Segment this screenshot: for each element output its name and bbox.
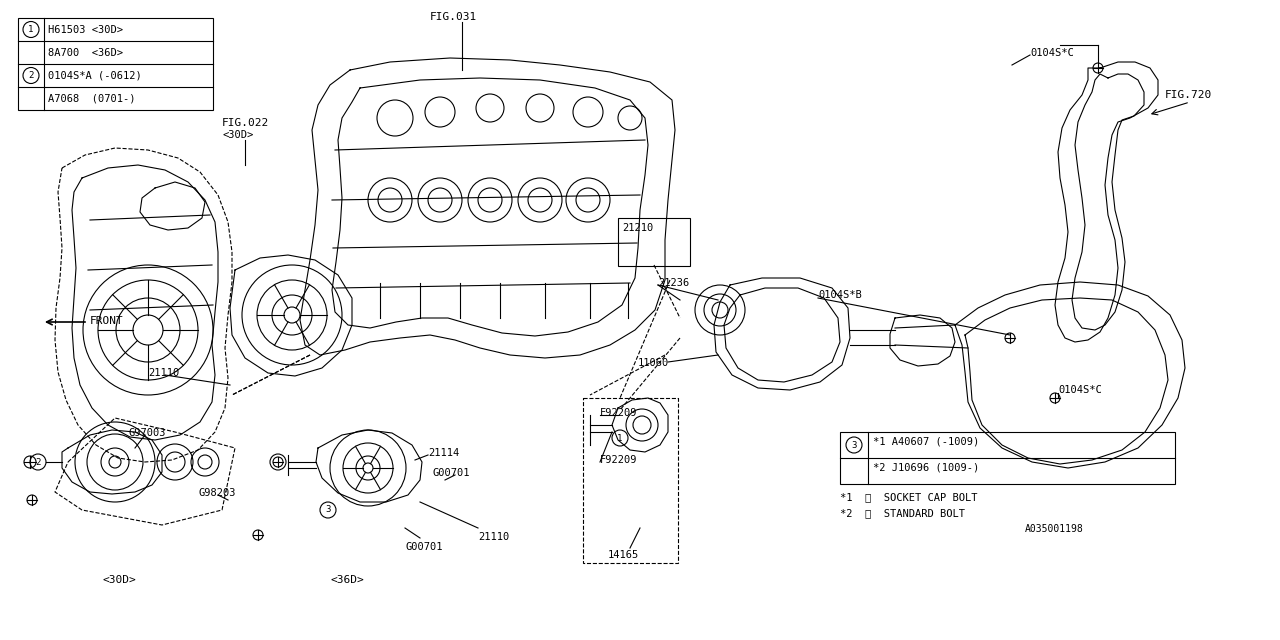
Text: <30D>: <30D> <box>102 575 136 585</box>
Text: 14165: 14165 <box>608 550 639 560</box>
Text: A035001198: A035001198 <box>1025 524 1084 534</box>
Text: 8A700  <36D>: 8A700 <36D> <box>49 47 123 58</box>
Bar <box>18 18 212 110</box>
Text: 11060: 11060 <box>637 358 669 368</box>
Text: 1: 1 <box>28 25 33 34</box>
Text: G98203: G98203 <box>198 488 236 498</box>
Text: 3: 3 <box>325 506 330 515</box>
Text: H61503 <30D>: H61503 <30D> <box>49 24 123 35</box>
Text: A7068  (0701-): A7068 (0701-) <box>49 93 136 104</box>
Text: 0104S*B: 0104S*B <box>818 290 861 300</box>
Text: <36D>: <36D> <box>330 575 364 585</box>
Text: *2 J10696 (1009-): *2 J10696 (1009-) <box>873 462 979 472</box>
Text: 0104S*A (-0612): 0104S*A (-0612) <box>49 70 142 81</box>
Text: *1  ⓘ  SOCKET CAP BOLT: *1 ⓘ SOCKET CAP BOLT <box>840 492 978 502</box>
Text: G00701: G00701 <box>404 542 443 552</box>
Text: 21236: 21236 <box>658 278 689 288</box>
Bar <box>582 398 678 563</box>
Text: F92209: F92209 <box>600 408 637 418</box>
Text: 21110: 21110 <box>148 368 179 378</box>
Text: *2  ⓘ  STANDARD BOLT: *2 ⓘ STANDARD BOLT <box>840 508 965 518</box>
Text: FIG.720: FIG.720 <box>1165 90 1212 100</box>
Text: 0104S*C: 0104S*C <box>1059 385 1102 395</box>
Bar <box>840 432 1175 484</box>
Text: 2: 2 <box>28 71 33 80</box>
Text: G97003: G97003 <box>128 428 165 438</box>
Text: 21114: 21114 <box>428 448 460 458</box>
Text: F92209: F92209 <box>600 455 637 465</box>
Text: FRONT: FRONT <box>90 316 124 326</box>
Text: 2: 2 <box>36 458 41 467</box>
Text: <30D>: <30D> <box>221 130 253 140</box>
Text: 0104S*C: 0104S*C <box>1030 48 1074 58</box>
Text: FIG.031: FIG.031 <box>430 12 477 22</box>
Text: 3: 3 <box>851 440 856 449</box>
Text: 1: 1 <box>617 433 622 442</box>
Text: *1 A40607 (-1009): *1 A40607 (-1009) <box>873 436 979 446</box>
Bar <box>618 218 690 266</box>
Text: 21210: 21210 <box>622 223 653 233</box>
Text: FIG.022: FIG.022 <box>221 118 269 128</box>
Text: G00701: G00701 <box>433 468 470 478</box>
Text: 21110: 21110 <box>477 532 509 542</box>
